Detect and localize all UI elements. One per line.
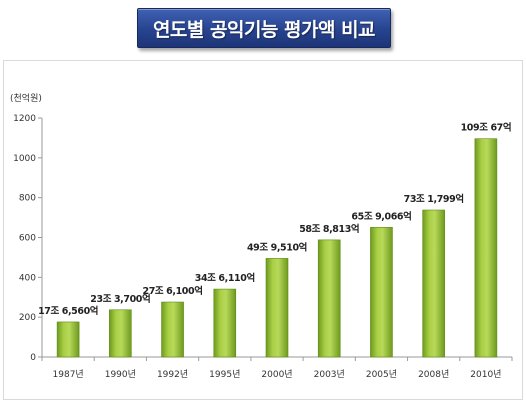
y-tick-label: 1000 bbox=[13, 154, 36, 164]
y-tick-label: 800 bbox=[19, 194, 36, 204]
bar bbox=[474, 138, 498, 358]
x-tick-label: 1990년 bbox=[105, 369, 136, 380]
bar bbox=[109, 309, 132, 358]
bar bbox=[213, 288, 237, 358]
chart-axes: 0 200 400 600 800 1000 1200 1987년 1990년 1992년 1995… bbox=[13, 114, 513, 380]
x-tick-label: 2010년 bbox=[470, 369, 501, 380]
chart-title: 연도별 공익기능 평가액 비교 bbox=[137, 8, 391, 48]
x-tick-label: 2003년 bbox=[314, 369, 345, 380]
y-tick-label: 600 bbox=[19, 234, 36, 244]
x-tick-label: 1987년 bbox=[53, 369, 84, 380]
y-tick-label: 1200 bbox=[13, 114, 36, 124]
bar bbox=[161, 301, 184, 358]
bar bbox=[317, 239, 341, 358]
y-tick-label: 400 bbox=[19, 273, 36, 283]
x-tick-label: 2005년 bbox=[366, 369, 397, 380]
bar bbox=[265, 258, 289, 358]
data-label: 23조 3,700억 bbox=[90, 293, 150, 305]
x-tick-label: 2008년 bbox=[418, 369, 449, 380]
bar bbox=[56, 321, 80, 358]
bar-chart: (천억원) 0 200 400 600 800 1000 1200 1987년 1990년 199… bbox=[10, 92, 513, 380]
chart-area: (천억원) 0 200 400 600 800 1000 1200 1987년 1990년 199… bbox=[3, 60, 523, 400]
x-tick-label: 1992년 bbox=[157, 369, 188, 380]
data-label: 65조 9,066억 bbox=[351, 210, 411, 222]
x-tick-label: 1995년 bbox=[209, 369, 240, 380]
y-tick-label: 0 bbox=[30, 353, 36, 363]
y-axis-unit-label: (천억원) bbox=[10, 92, 42, 104]
data-label: 27조 6,100억 bbox=[143, 285, 203, 297]
data-label: 109조 67억 bbox=[461, 122, 512, 134]
x-tick-label: 2000년 bbox=[261, 369, 292, 380]
data-label: 73조 1,799억 bbox=[404, 193, 464, 205]
bar bbox=[370, 227, 393, 358]
y-tick-label: 200 bbox=[19, 313, 36, 323]
data-label: 58조 8,813억 bbox=[299, 223, 359, 235]
bar bbox=[422, 209, 445, 358]
data-label: 17조 6,560억 bbox=[38, 305, 98, 317]
data-label: 34조 6,110억 bbox=[195, 272, 255, 284]
data-label: 49조 9,510억 bbox=[247, 241, 307, 253]
